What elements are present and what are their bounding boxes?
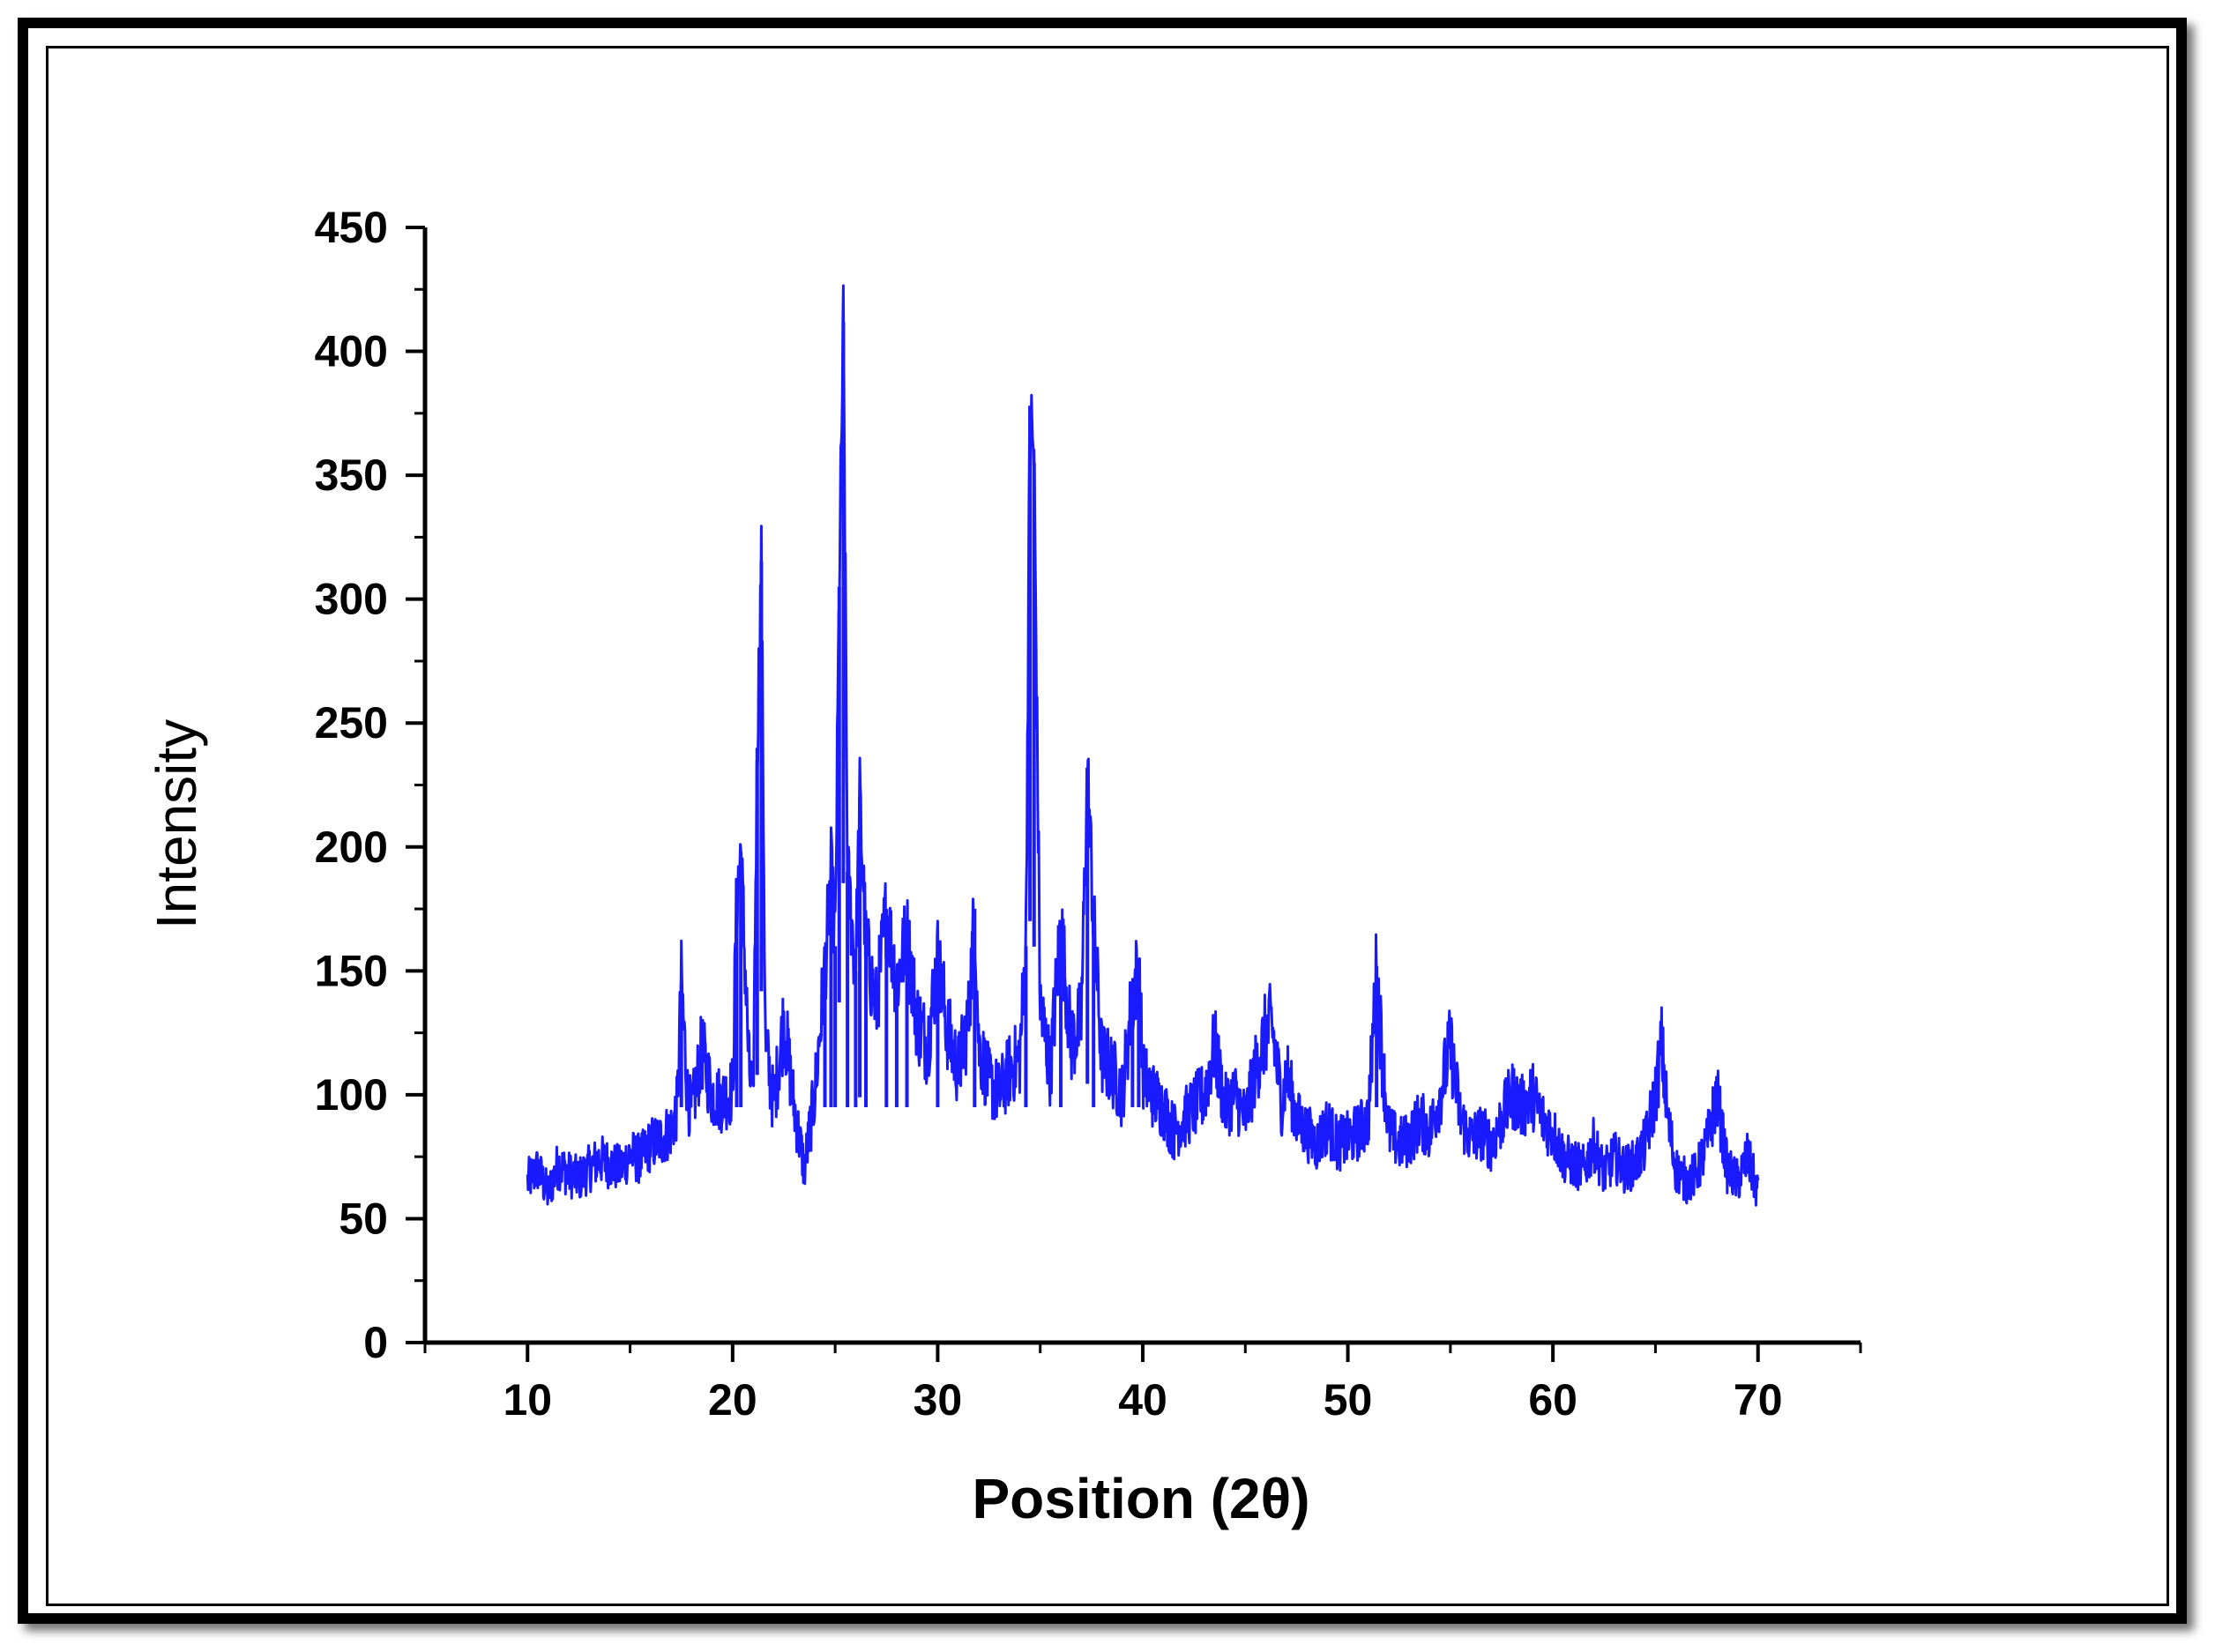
x-tick-label: 40 <box>1118 1375 1167 1425</box>
x-tick-label: 60 <box>1528 1375 1577 1425</box>
y-tick-label: 400 <box>315 327 388 376</box>
series-layer <box>526 284 1760 1207</box>
x-tick-label: 20 <box>708 1375 757 1425</box>
y-tick-label: 200 <box>315 822 388 872</box>
x-tick-label: 50 <box>1324 1375 1373 1425</box>
x-tick-label: 70 <box>1734 1375 1783 1425</box>
y-tick-label: 450 <box>315 203 388 252</box>
y-tick-label: 100 <box>315 1070 388 1120</box>
y-tick-label: 300 <box>315 575 388 624</box>
y-tick-label: 50 <box>339 1194 388 1243</box>
y-tick-label: 0 <box>363 1318 388 1367</box>
series-line <box>526 284 1760 1207</box>
y-tick-label: 350 <box>315 450 388 500</box>
figure-inner-frame <box>46 46 2169 1606</box>
y-tick-label: 150 <box>315 946 388 995</box>
x-tick-label: 30 <box>914 1375 963 1425</box>
figure-outer-frame <box>18 18 2187 1624</box>
x-tick-label: 10 <box>503 1375 552 1425</box>
y-tick-label: 250 <box>315 698 388 748</box>
x-axis-title: Position (2θ) <box>972 1467 1309 1530</box>
ticks-layer: 10 20 30 40 50 60 70 0 50 100 150 200 250 300 350 400 45… <box>315 203 1862 1425</box>
y-axis-title: Intensity <box>145 719 208 929</box>
